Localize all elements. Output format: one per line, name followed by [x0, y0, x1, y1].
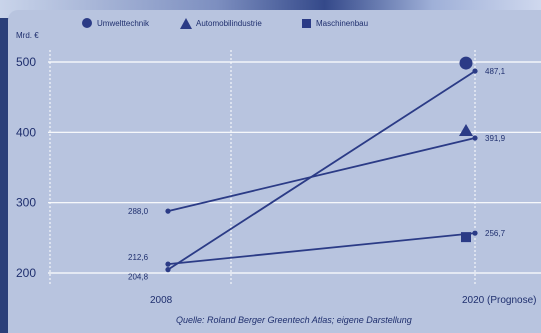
legend-circle-icon [82, 18, 92, 28]
end-marker-umwelttechnik [459, 56, 473, 70]
point-umwelttechnik-2008 [165, 267, 171, 273]
point-maschinenbau-2020 [472, 230, 478, 236]
value-label-umwelttechnik-2008: 204,8 [128, 273, 149, 282]
point-automobilindustrie-2020 [472, 135, 478, 141]
legend-square-icon [302, 19, 311, 28]
legend-label-umwelttechnik: Umwelttechnik [97, 19, 150, 28]
y-tick-label-300: 300 [16, 196, 36, 210]
series-line-maschinenbau [167, 232, 476, 266]
value-label-maschinenbau-2020: 256,7 [485, 229, 506, 238]
point-automobilindustrie-2008 [165, 208, 171, 214]
x-tick-label-2020: 2020 (Prognose) [462, 295, 537, 306]
point-maschinenbau-2008 [165, 261, 171, 267]
end-marker-maschinenbau [461, 232, 471, 243]
point-umwelttechnik-2020 [472, 68, 478, 74]
series-line-automobilindustrie [167, 137, 476, 212]
series-end-markers [459, 56, 473, 243]
series-line-umwelttechnik [167, 70, 476, 271]
series-points [165, 68, 478, 273]
value-label-maschinenbau-2008: 212,6 [128, 253, 149, 262]
value-label-automobilindustrie-2008: 288,0 [128, 207, 149, 216]
y-tick-label-400: 400 [16, 125, 36, 139]
legend-label-maschinenbau: Maschinenbau [316, 19, 368, 28]
chart-panel [8, 10, 541, 333]
legend: Umwelttechnik Automobilindustrie Maschin… [82, 18, 368, 29]
x-tick-label-2008: 2008 [150, 295, 173, 306]
y-axis-unit: Mrd. € [16, 31, 39, 40]
value-labels: 204,8 487,1 288,0 391,9 212,6 256,7 [128, 67, 506, 282]
legend-label-automobilindustrie: Automobilindustrie [196, 19, 262, 28]
series-lines [167, 70, 476, 271]
grid-layer [48, 61, 541, 274]
legend-triangle-icon [180, 18, 192, 29]
value-label-umwelttechnik-2020: 487,1 [485, 67, 506, 76]
y-tick-label-500: 500 [16, 55, 36, 69]
y-tick-label-200: 200 [16, 266, 36, 280]
axis-layer: 200 300 400 500 [16, 50, 476, 285]
value-label-automobilindustrie-2020: 391,9 [485, 134, 506, 143]
source-note: Quelle: Roland Berger Greentech Atlas; e… [176, 315, 412, 325]
end-marker-automobilindustrie [459, 124, 473, 137]
